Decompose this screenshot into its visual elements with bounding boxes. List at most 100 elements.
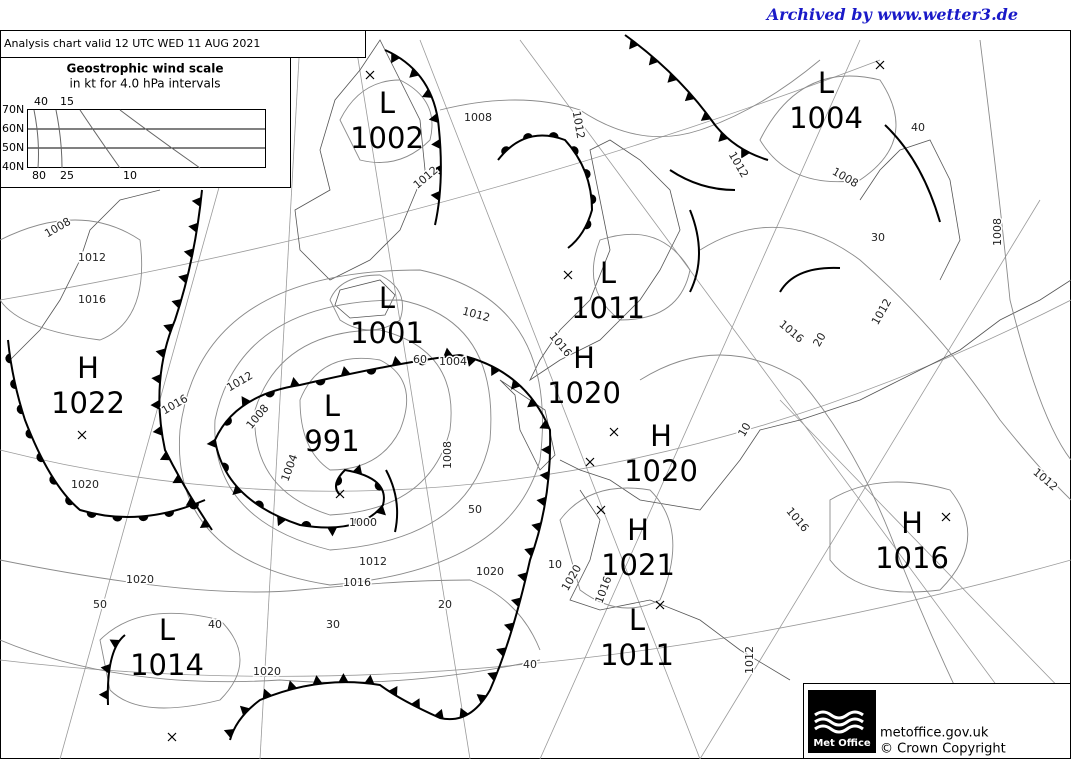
cold-front-symbol xyxy=(434,708,444,719)
center-pressure: 1011 xyxy=(571,291,645,325)
cold-front-symbol xyxy=(409,68,420,78)
center-cross xyxy=(335,489,345,499)
isobar-label: 1020 xyxy=(253,665,281,678)
cold-front-symbol xyxy=(388,685,398,697)
center-pressure: 1020 xyxy=(547,376,621,410)
cold-front-symbol xyxy=(183,248,194,259)
logo-text: Met Office xyxy=(813,738,871,749)
warm-front-symbol xyxy=(336,476,343,486)
cold-front-symbol xyxy=(159,451,171,461)
center-cross xyxy=(609,427,619,437)
cold-front-symbol xyxy=(496,647,507,657)
cold-front-symbol xyxy=(541,444,551,455)
cold-front-symbol xyxy=(391,53,400,64)
center-pressure: 1016 xyxy=(875,541,949,575)
cold-front-symbol xyxy=(517,572,528,582)
center-pressure: 1021 xyxy=(601,548,675,582)
isobar-label: 1020 xyxy=(71,478,99,491)
isobar-label: 1004 xyxy=(439,355,467,368)
warm-front-symbol xyxy=(590,194,597,205)
center-pressure: 1020 xyxy=(624,454,698,488)
isobar-label: 50 xyxy=(93,598,107,611)
cold-front-symbol xyxy=(199,518,211,528)
cold-front-symbol xyxy=(503,622,514,633)
isobar-label: 1016 xyxy=(343,576,371,589)
cold-front-symbol xyxy=(684,91,695,102)
warm-front-symbol xyxy=(223,416,232,426)
website: metoffice.gov.uk xyxy=(880,726,989,741)
cold-front-symbol xyxy=(527,398,538,408)
isobar-label: 1012 xyxy=(78,251,106,264)
isobar-label: 1000 xyxy=(349,516,377,529)
center-pressure: 991 xyxy=(304,424,359,458)
cold-front-symbol xyxy=(667,72,678,83)
footer: Met Office metoffice.gov.uk © Crown Copy… xyxy=(803,683,1071,759)
isobars xyxy=(0,39,1071,759)
cold-front-symbol xyxy=(206,438,217,449)
speed-label: 40 xyxy=(34,95,48,108)
center-type: L xyxy=(379,86,395,120)
cold-front-symbol xyxy=(100,663,111,674)
cold-front-symbol xyxy=(531,522,542,532)
isobar-label: 1012 xyxy=(743,646,756,674)
cold-front-symbol xyxy=(410,698,420,709)
isobar-label: 40 xyxy=(523,658,537,671)
center-cross xyxy=(596,505,606,515)
cold-front-symbol xyxy=(172,474,183,484)
warm-front-symbol xyxy=(374,481,383,491)
isobar-label: 40 xyxy=(911,121,925,134)
fronts xyxy=(5,34,941,741)
cold-front-symbol xyxy=(312,675,323,685)
warm-front-symbol xyxy=(570,146,579,156)
isobar-label: 1020 xyxy=(476,565,504,578)
center-cross xyxy=(875,60,885,70)
speed-label: 25 xyxy=(60,169,74,182)
warm-front-symbol xyxy=(584,219,592,230)
wind-scale-grid xyxy=(27,109,266,168)
cold-front-symbol xyxy=(524,547,535,557)
warm-front-symbol xyxy=(112,516,123,522)
cold-front-symbol xyxy=(155,348,166,359)
cold-front-symbol xyxy=(491,365,500,377)
latitude-label: 50N xyxy=(2,141,24,154)
warm-front-symbol xyxy=(501,146,510,155)
cold-front-symbol xyxy=(466,356,477,367)
wind-scale: Geostrophic wind scale in kt for 4.0 hPa… xyxy=(0,57,291,188)
isobar-label: 60 xyxy=(413,353,427,366)
warm-front-symbol xyxy=(254,500,264,509)
cold-front-symbol xyxy=(150,399,160,410)
center-cross xyxy=(167,732,177,742)
latitude-label: 40N xyxy=(2,160,24,173)
warm-front-symbol xyxy=(164,510,174,517)
cold-front-symbol xyxy=(539,470,550,481)
latitude-label: 60N xyxy=(2,122,24,135)
cold-front-symbol xyxy=(510,597,521,608)
cold-front-symbol xyxy=(191,196,202,207)
cold-front-symbol xyxy=(443,347,454,358)
warm-front-symbol xyxy=(352,517,363,525)
isobar-label: 10 xyxy=(548,558,562,571)
analysis-box xyxy=(0,30,366,58)
center-cross xyxy=(563,270,573,280)
cold-front-symbol xyxy=(510,379,521,390)
speed-label: 15 xyxy=(60,95,74,108)
isobar-label: 1012 xyxy=(359,555,387,568)
graticule xyxy=(0,39,1071,759)
center-type: H xyxy=(901,506,923,540)
copyright: © Crown Copyright xyxy=(880,742,1006,757)
cold-front-symbol xyxy=(241,396,251,407)
cold-front-symbol xyxy=(185,496,197,506)
center-type: L xyxy=(324,389,340,423)
warm-front-symbol xyxy=(548,132,559,138)
cold-front-symbol xyxy=(430,190,440,201)
center-pressure: 1022 xyxy=(51,386,125,420)
cold-front-symbol xyxy=(700,111,712,121)
wind-scale-curves xyxy=(33,109,201,169)
warm-front-symbol xyxy=(417,359,428,366)
cold-front-symbol xyxy=(536,496,547,507)
warm-front-symbol xyxy=(583,169,591,179)
cold-front-symbol xyxy=(98,689,108,700)
center-cross xyxy=(941,512,951,522)
logo-waves xyxy=(814,710,864,734)
